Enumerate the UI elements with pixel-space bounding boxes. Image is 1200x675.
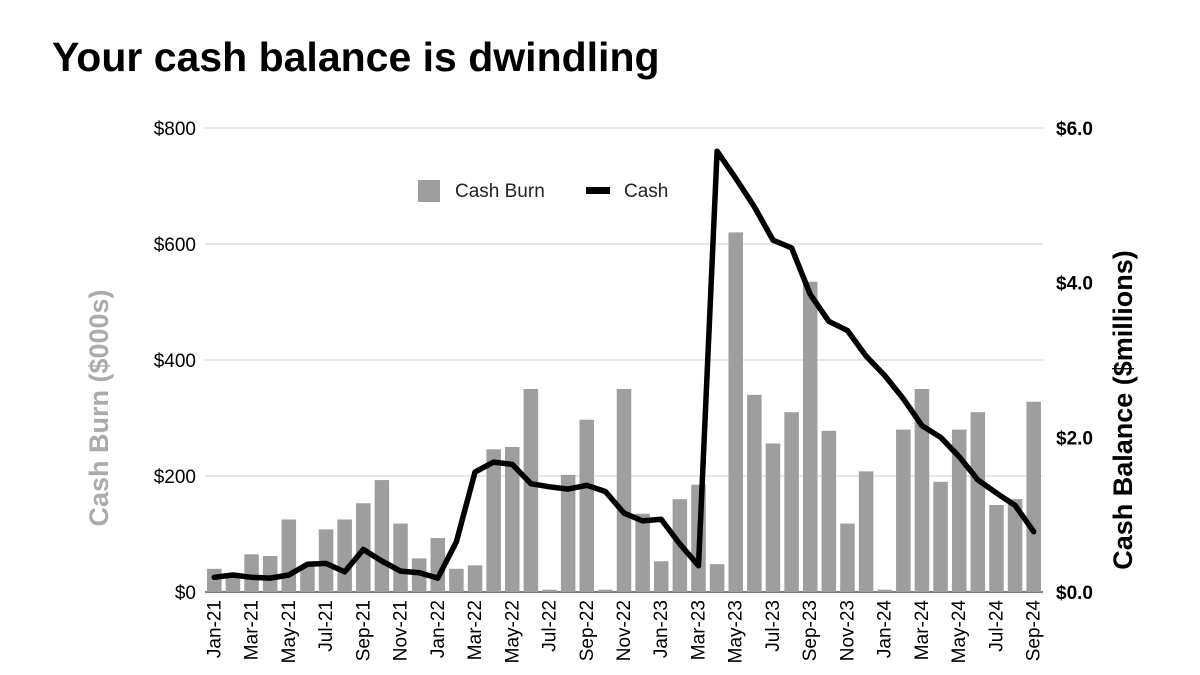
bar-cash-burn xyxy=(896,429,911,592)
x-tick-label: Jan-24 xyxy=(875,600,896,659)
bar-cash-burn xyxy=(337,519,352,592)
x-tick-label: Sep-23 xyxy=(800,600,821,661)
bar-cash-burn xyxy=(281,519,297,592)
bar-cash-burn xyxy=(951,429,967,592)
bar-cash-burn xyxy=(970,412,986,592)
right-axis-ticks: $0.0 $2.0 $4.0 $6.0 xyxy=(1056,119,1093,604)
x-tick-label: Jul-22 xyxy=(540,600,561,652)
bar-cash-burn xyxy=(709,564,725,592)
bar-cash-burn xyxy=(765,443,781,592)
bar-cash-burn xyxy=(914,389,930,592)
x-tick-label: Jan-22 xyxy=(428,600,449,658)
bar-cash-burn xyxy=(616,389,632,592)
left-tick-label: $800 xyxy=(154,119,196,140)
bar-cash-burn xyxy=(635,513,650,592)
right-tick-label: $6.0 xyxy=(1056,119,1093,140)
bar-cash-burn xyxy=(505,447,520,592)
left-tick-label: $600 xyxy=(154,235,196,256)
legend-label-cash: Cash xyxy=(624,181,668,202)
right-tick-label: $4.0 xyxy=(1056,274,1093,295)
x-tick-label: Mar-24 xyxy=(912,600,933,661)
left-axis-title: Cash Burn ($000s) xyxy=(84,289,114,526)
legend: Cash Burn Cash xyxy=(418,180,668,202)
x-tick-label: Jul-23 xyxy=(763,600,784,652)
bar-cash-burn xyxy=(262,556,278,592)
legend-label-cash-burn: Cash Burn xyxy=(455,181,545,202)
left-tick-label: $0 xyxy=(175,583,196,604)
bar-cash-burn xyxy=(449,568,464,592)
x-tick-label: May-23 xyxy=(726,600,747,663)
x-tick-label: Mar-23 xyxy=(689,600,710,660)
bar-cash-burn xyxy=(300,565,315,592)
bar-cash-burn xyxy=(244,554,259,592)
x-tick-label: Sep-24 xyxy=(1024,600,1045,662)
bar-cash-burn xyxy=(393,523,408,592)
x-tick-label: Jul-21 xyxy=(316,600,337,652)
x-tick-label: Sep-22 xyxy=(577,600,598,661)
bar-cash-burn xyxy=(598,589,613,592)
right-axis-title: Cash Balance ($millions) xyxy=(1108,250,1138,570)
bar-cash-burn xyxy=(467,565,483,592)
bar-cash-burn xyxy=(225,574,241,592)
bar-cash-burn xyxy=(784,412,799,592)
x-tick-label: May-21 xyxy=(279,600,300,663)
right-tick-label: $2.0 xyxy=(1056,428,1093,449)
cash-line xyxy=(211,148,1037,581)
bar-cash-burn xyxy=(877,589,892,592)
legend-swatch-cash-burn xyxy=(418,180,440,202)
line-cash xyxy=(211,148,1037,581)
bar-cash-burn xyxy=(1007,499,1023,592)
bar-cash-burn xyxy=(374,480,390,592)
bar-cash-burn xyxy=(486,449,501,592)
bar-cash-burn xyxy=(802,281,818,592)
x-axis-ticks: Jan-21 Mar-21 May-21 Jul-21 Sep-21 Nov-21 Jan-… xyxy=(204,600,1044,664)
bar-cash-burn xyxy=(933,481,948,592)
bar-cash-burn xyxy=(579,419,595,592)
x-tick-label: Jan-21 xyxy=(204,600,225,658)
bar-cash-burn xyxy=(747,394,762,592)
bar-cash-burn xyxy=(989,505,1004,592)
legend-swatch-cash xyxy=(586,187,610,194)
bar-cash-burn xyxy=(840,523,855,592)
bar-cash-burn xyxy=(1026,401,1041,592)
x-tick-label: Sep-21 xyxy=(353,600,374,661)
left-tick-label: $200 xyxy=(154,467,196,488)
x-tick-label: Nov-22 xyxy=(614,600,635,661)
x-tick-label: Jul-24 xyxy=(986,600,1007,652)
right-tick-label: $0.0 xyxy=(1056,583,1093,604)
bar-cash-burn xyxy=(523,389,539,592)
x-tick-label: Mar-21 xyxy=(242,600,263,660)
bar-cash-burn xyxy=(560,474,576,592)
bar-cash-burn xyxy=(821,430,837,592)
chart-title: Your cash balance is dwindling xyxy=(52,34,660,80)
x-tick-label: Jan-23 xyxy=(651,600,672,658)
bar-cash-burn xyxy=(653,561,669,592)
x-tick-label: Mar-22 xyxy=(465,600,486,660)
bar-cash-burn xyxy=(858,471,874,592)
x-tick-label: May-22 xyxy=(502,600,523,663)
x-tick-label: May-24 xyxy=(949,600,970,664)
x-tick-label: Nov-23 xyxy=(838,600,859,661)
bar-cash-burn xyxy=(207,568,222,592)
bar-cash-burn xyxy=(728,232,743,592)
left-axis-ticks: $0 $200 $400 $600 $800 xyxy=(154,119,196,604)
x-tick-label: Nov-21 xyxy=(391,600,412,661)
bar-cash-burn xyxy=(542,589,557,592)
left-tick-label: $400 xyxy=(154,351,196,372)
